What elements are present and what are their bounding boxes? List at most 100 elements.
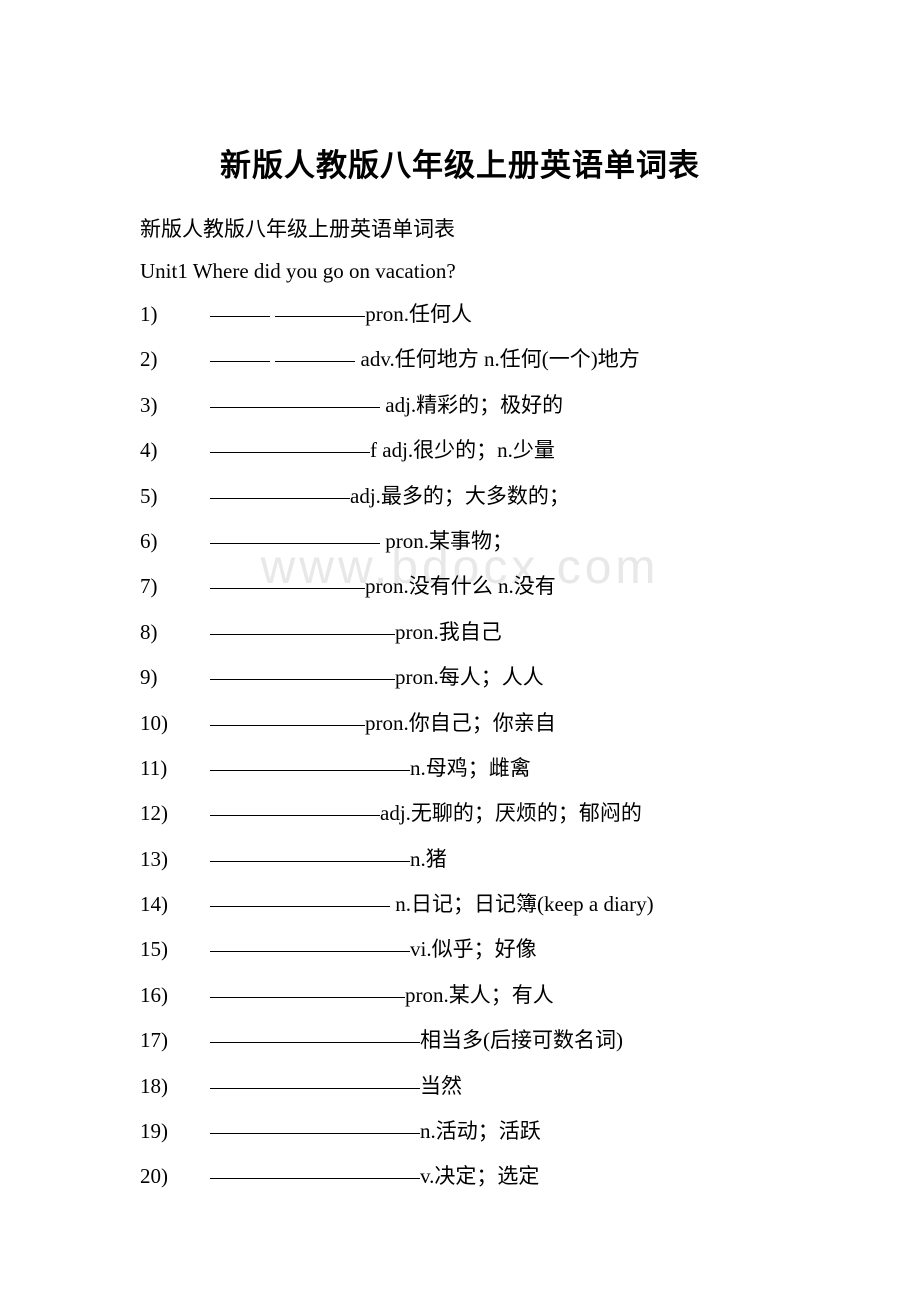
fill-blank <box>210 1178 420 1179</box>
item-number: 1) <box>140 300 210 329</box>
part-of-speech: adv. <box>355 347 394 371</box>
chinese-definition: 某人；有人 <box>449 983 554 1007</box>
chinese-definition: 你自己；你亲自 <box>409 711 556 735</box>
fill-blank <box>210 679 395 680</box>
item-number: 12) <box>140 799 210 828</box>
chinese-definition: 任何地方 n.任何(一个)地方 <box>395 347 640 371</box>
vocabulary-item: 6) pron.某事物； <box>140 527 780 556</box>
chinese-definition: 每人；人人 <box>439 665 544 689</box>
part-of-speech: vi. <box>410 937 432 961</box>
vocabulary-item: 19)n.活动；活跃 <box>140 1117 780 1146</box>
item-number: 14) <box>140 890 210 919</box>
fill-blank <box>210 725 365 726</box>
part-of-speech: pron. <box>365 574 409 598</box>
vocabulary-item: 7)pron.没有什么 n.没有 <box>140 572 780 601</box>
chinese-definition: 似乎；好像 <box>432 937 537 961</box>
item-number: 20) <box>140 1162 210 1191</box>
unit-header: Unit1 Where did you go on vacation? <box>140 259 780 284</box>
fill-blank <box>210 316 270 317</box>
fill-blank <box>210 1088 420 1089</box>
vocabulary-item: 16)pron.某人；有人 <box>140 981 780 1010</box>
vocabulary-list: 1) pron.任何人2) adv.任何地方 n.任何(一个)地方3) adj.… <box>140 300 780 1192</box>
item-number: 6) <box>140 527 210 556</box>
item-content: f adj.很少的；n.少量 <box>210 436 780 465</box>
item-content: 当然 <box>210 1072 780 1101</box>
chinese-definition: 活动；活跃 <box>436 1119 541 1143</box>
fill-blank <box>210 543 380 544</box>
item-content: vi.似乎；好像 <box>210 935 780 964</box>
vocabulary-item: 2) adv.任何地方 n.任何(一个)地方 <box>140 345 780 374</box>
vocabulary-item: 14) n.日记；日记簿(keep a diary) <box>140 890 780 919</box>
part-of-speech: n. <box>420 1119 436 1143</box>
fill-blank <box>210 1042 420 1043</box>
part-of-speech: n. <box>410 847 426 871</box>
fill-blank <box>275 361 355 362</box>
item-number: 19) <box>140 1117 210 1146</box>
part-of-speech: adj. <box>350 484 381 508</box>
chinese-definition: 精彩的；极好的 <box>416 393 563 417</box>
item-number: 4) <box>140 436 210 465</box>
item-number: 8) <box>140 618 210 647</box>
item-content: adj.最多的；大多数的； <box>210 482 780 511</box>
page-subtitle: 新版人教版八年级上册英语单词表 <box>140 213 780 243</box>
fill-blank <box>210 588 365 589</box>
fill-blank <box>210 906 390 907</box>
vocabulary-item: 9)pron.每人；人人 <box>140 663 780 692</box>
fill-blank <box>210 1133 420 1134</box>
part-of-speech: pron. <box>395 665 439 689</box>
part-of-speech: f adj. <box>370 438 413 462</box>
part-of-speech: pron. <box>405 983 449 1007</box>
fill-blank <box>210 997 405 998</box>
part-of-speech: n. <box>390 892 411 916</box>
item-number: 2) <box>140 345 210 374</box>
chinese-definition: 很少的；n.少量 <box>413 438 555 462</box>
item-content: pron.某事物； <box>210 527 780 556</box>
item-number: 18) <box>140 1072 210 1101</box>
item-content: pron.某人；有人 <box>210 981 780 1010</box>
item-number: 16) <box>140 981 210 1010</box>
item-content: adj.精彩的；极好的 <box>210 391 780 420</box>
fill-blank <box>210 770 410 771</box>
item-content: pron.任何人 <box>210 300 780 329</box>
chinese-definition: 猪 <box>426 847 447 871</box>
vocabulary-item: 8)pron.我自己 <box>140 618 780 647</box>
item-content: adj.无聊的；厌烦的；郁闷的 <box>210 799 780 828</box>
chinese-definition: 无聊的；厌烦的；郁闷的 <box>411 801 642 825</box>
item-content: pron.你自己；你亲自 <box>210 709 780 738</box>
chinese-definition: 没有什么 n.没有 <box>409 574 556 598</box>
item-number: 5) <box>140 482 210 511</box>
item-number: 10) <box>140 709 210 738</box>
item-content: pron.每人；人人 <box>210 663 780 692</box>
chinese-definition: 决定；选定 <box>434 1164 539 1188</box>
vocabulary-item: 3) adj.精彩的；极好的 <box>140 391 780 420</box>
item-content: n.猪 <box>210 845 780 874</box>
chinese-definition: 相当多(后接可数名词) <box>420 1028 623 1052</box>
fill-blank <box>210 361 270 362</box>
vocabulary-item: 5)adj.最多的；大多数的； <box>140 482 780 511</box>
item-content: n.日记；日记簿(keep a diary) <box>210 890 780 919</box>
vocabulary-item: 11)n.母鸡；雌禽 <box>140 754 780 783</box>
item-content: pron.没有什么 n.没有 <box>210 572 780 601</box>
part-of-speech: pron. <box>395 620 439 644</box>
vocabulary-item: 4)f adj.很少的；n.少量 <box>140 436 780 465</box>
vocabulary-item: 13)n.猪 <box>140 845 780 874</box>
item-number: 13) <box>140 845 210 874</box>
item-number: 15) <box>140 935 210 964</box>
item-number: 3) <box>140 391 210 420</box>
item-number: 9) <box>140 663 210 692</box>
part-of-speech: pron. <box>365 302 409 326</box>
part-of-speech: v. <box>420 1164 434 1188</box>
item-content: n.活动；活跃 <box>210 1117 780 1146</box>
fill-blank <box>275 316 365 317</box>
fill-blank <box>210 861 410 862</box>
item-content: v.决定；选定 <box>210 1162 780 1191</box>
chinese-definition: 当然 <box>420 1074 462 1098</box>
item-content: 相当多(后接可数名词) <box>210 1026 780 1055</box>
item-number: 7) <box>140 572 210 601</box>
part-of-speech: adj. <box>380 801 411 825</box>
vocabulary-item: 12)adj.无聊的；厌烦的；郁闷的 <box>140 799 780 828</box>
fill-blank <box>210 815 380 816</box>
vocabulary-item: 1) pron.任何人 <box>140 300 780 329</box>
chinese-definition: 最多的；大多数的； <box>381 484 570 508</box>
part-of-speech: n. <box>410 756 426 780</box>
